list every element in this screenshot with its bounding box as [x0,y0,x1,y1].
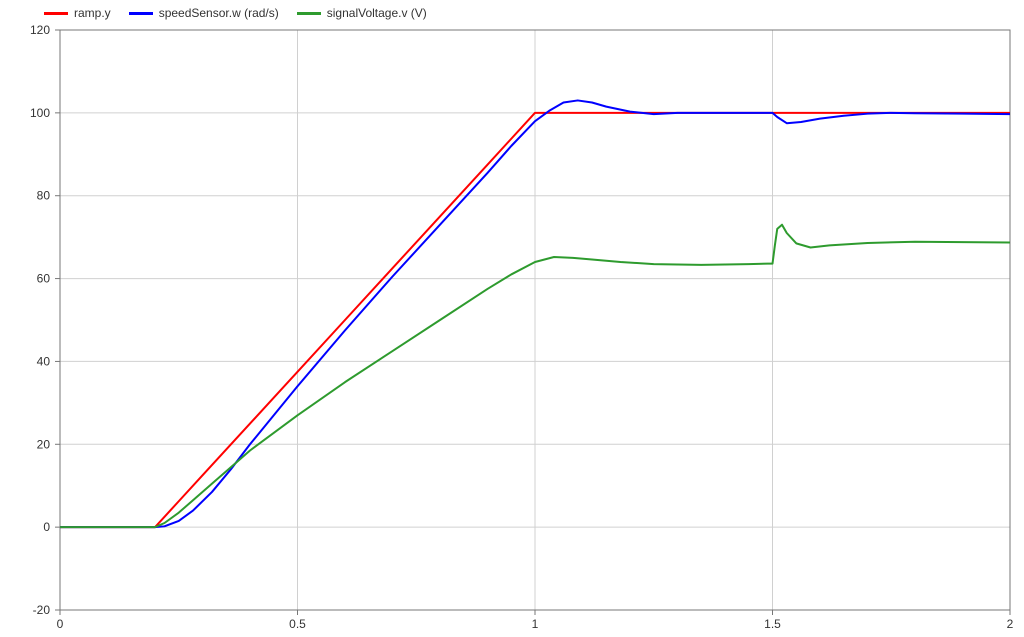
svg-text:60: 60 [37,272,51,286]
svg-text:2: 2 [1007,617,1014,631]
svg-text:1: 1 [532,617,539,631]
svg-text:100: 100 [30,106,50,120]
line-chart-svg: 0 0.5 1 1.5 2 -20 0 20 40 60 80 100 120 [0,0,1024,637]
svg-text:40: 40 [37,354,51,368]
svg-text:120: 120 [30,23,50,37]
svg-text:0.5: 0.5 [289,617,306,631]
svg-text:0: 0 [57,617,64,631]
plot-area: 0 0.5 1 1.5 2 -20 0 20 40 60 80 100 120 [0,0,1024,637]
svg-text:1.5: 1.5 [764,617,781,631]
svg-text:20: 20 [37,437,51,451]
svg-text:-20: -20 [33,603,51,617]
svg-text:0: 0 [43,520,50,534]
svg-text:80: 80 [37,189,51,203]
